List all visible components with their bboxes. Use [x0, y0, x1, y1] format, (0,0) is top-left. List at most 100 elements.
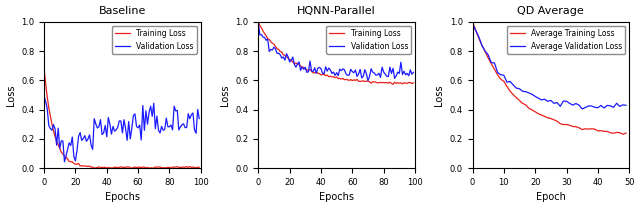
Average Training Loss — [575, 126, 583, 129]
Validation Loss — [72, 160, 79, 162]
Average Validation Loss — [472, 29, 479, 32]
Average Training Loss — [600, 130, 608, 133]
Average Validation Loss — [619, 104, 627, 106]
Validation Loss — [399, 73, 406, 76]
Average Training Loss — [550, 119, 558, 121]
Average Validation Loss — [513, 87, 520, 89]
Average Training Loss — [582, 128, 589, 130]
Training Loss — [403, 82, 411, 85]
Average Validation Loss — [559, 100, 567, 102]
Training Loss — [334, 77, 342, 80]
Average Training Loss — [506, 90, 514, 93]
Y-axis label: Loss: Loss — [434, 84, 444, 106]
Average Validation Loss — [563, 100, 570, 103]
Average Training Loss — [547, 117, 555, 120]
Validation Loss — [40, 94, 48, 97]
Average Validation Loss — [468, 22, 476, 25]
Average Validation Loss — [600, 107, 608, 109]
Legend: Average Training Loss, Average Validation Loss: Average Training Loss, Average Validatio… — [507, 26, 625, 54]
Average Validation Loss — [582, 106, 589, 109]
Average Training Loss — [519, 102, 527, 105]
Validation Loss — [410, 71, 417, 74]
Training Loss — [184, 166, 192, 169]
Average Validation Loss — [516, 88, 524, 90]
Average Training Loss — [569, 125, 577, 128]
Line: Validation Loss: Validation Loss — [259, 23, 413, 80]
Validation Loss — [134, 127, 142, 129]
Training Loss — [195, 166, 203, 169]
Title: HQNN-Parallel: HQNN-Parallel — [297, 6, 376, 16]
Average Training Loss — [559, 123, 567, 126]
Line: Training Loss: Training Loss — [259, 22, 413, 84]
Training Loss — [255, 21, 262, 23]
Average Training Loss — [468, 21, 476, 23]
Average Validation Loss — [575, 104, 583, 106]
Average Training Loss — [541, 115, 548, 118]
Training Loss — [40, 68, 48, 70]
Training Loss — [70, 162, 77, 165]
Average Validation Loss — [478, 44, 486, 47]
Average Validation Loss — [484, 54, 492, 56]
Line: Training Loss: Training Loss — [44, 69, 199, 168]
Average Validation Loss — [607, 105, 614, 107]
Training Loss — [284, 57, 292, 59]
Average Training Loss — [503, 85, 511, 88]
Training Loss — [76, 165, 84, 167]
Average Validation Loss — [500, 74, 508, 77]
Validation Loss — [255, 21, 262, 24]
Average Validation Loss — [528, 93, 536, 95]
Average Validation Loss — [556, 105, 564, 108]
Average Training Loss — [491, 68, 499, 71]
Validation Loss — [347, 68, 355, 71]
Average Validation Loss — [604, 104, 611, 107]
Average Validation Loss — [503, 81, 511, 83]
Average Training Loss — [556, 122, 564, 125]
Training Loss — [291, 62, 298, 65]
Line: Validation Loss: Validation Loss — [44, 96, 199, 162]
Average Training Loss — [513, 97, 520, 99]
X-axis label: Epochs: Epochs — [319, 192, 354, 202]
Training Loss — [103, 167, 111, 169]
Average Validation Loss — [488, 61, 495, 64]
Validation Loss — [195, 117, 203, 120]
Average Validation Loss — [597, 104, 605, 107]
Average Training Loss — [522, 104, 530, 106]
Y-axis label: Loss: Loss — [220, 84, 230, 106]
Validation Loss — [189, 112, 196, 114]
Line: Average Validation Loss: Average Validation Loss — [472, 24, 626, 109]
Average Training Loss — [531, 110, 539, 113]
Validation Loss — [184, 113, 192, 115]
Training Loss — [189, 166, 196, 168]
Average Validation Loss — [522, 90, 530, 93]
Average Training Loss — [572, 125, 580, 128]
X-axis label: Epoch: Epoch — [536, 192, 566, 202]
Average Validation Loss — [525, 92, 532, 94]
Average Training Loss — [475, 37, 483, 39]
Average Training Loss — [584, 128, 592, 130]
Average Training Loss — [538, 114, 545, 116]
Average Validation Loss — [610, 106, 618, 109]
Average Training Loss — [579, 128, 586, 131]
Validation Loss — [291, 63, 298, 66]
Legend: Training Loss, Validation Loss: Training Loss, Validation Loss — [326, 26, 411, 54]
Average Training Loss — [610, 132, 618, 135]
Average Validation Loss — [541, 98, 548, 100]
Average Training Loss — [528, 109, 536, 111]
Training Loss — [399, 83, 406, 85]
Average Validation Loss — [538, 99, 545, 101]
Line: Average Training Loss: Average Training Loss — [472, 22, 626, 134]
Average Training Loss — [509, 93, 517, 96]
Average Training Loss — [516, 99, 524, 102]
Average Validation Loss — [491, 62, 499, 64]
Average Training Loss — [472, 29, 479, 31]
Average Training Loss — [488, 63, 495, 65]
Title: QD Average: QD Average — [518, 6, 584, 16]
Training Loss — [347, 78, 355, 81]
Average Training Loss — [588, 128, 595, 130]
Average Validation Loss — [531, 95, 539, 98]
Average Validation Loss — [616, 105, 623, 108]
Average Training Loss — [525, 107, 532, 110]
Average Training Loss — [597, 129, 605, 132]
Average Validation Loss — [566, 102, 573, 105]
Average Training Loss — [553, 120, 561, 123]
